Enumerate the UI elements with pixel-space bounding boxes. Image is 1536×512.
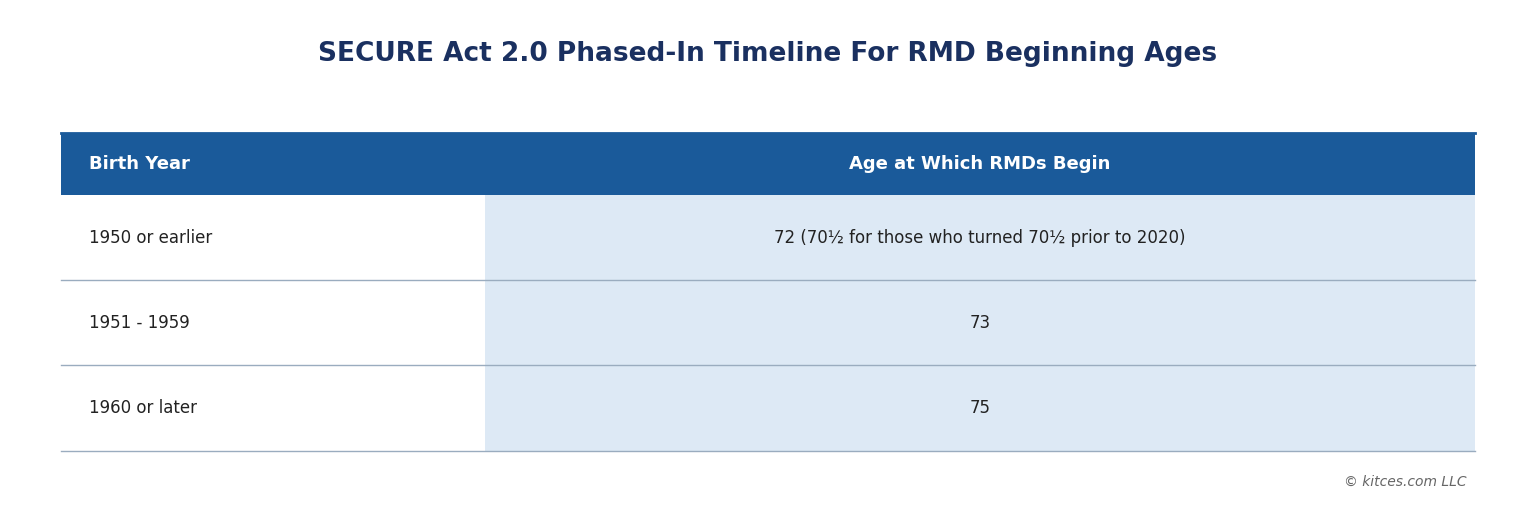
Text: 73: 73 xyxy=(969,314,991,332)
Text: 1950 or earlier: 1950 or earlier xyxy=(89,229,212,247)
Text: Birth Year: Birth Year xyxy=(89,155,190,173)
Text: 75: 75 xyxy=(969,399,991,417)
Text: 1951 - 1959: 1951 - 1959 xyxy=(89,314,190,332)
Text: SECURE Act 2.0 Phased-In Timeline For RMD Beginning Ages: SECURE Act 2.0 Phased-In Timeline For RM… xyxy=(318,41,1218,67)
Text: Age at Which RMDs Begin: Age at Which RMDs Begin xyxy=(849,155,1111,173)
Text: © kitces.com LLC: © kitces.com LLC xyxy=(1344,475,1467,489)
Text: 72 (70½ for those who turned 70½ prior to 2020): 72 (70½ for those who turned 70½ prior t… xyxy=(774,229,1186,247)
Text: 1960 or later: 1960 or later xyxy=(89,399,197,417)
